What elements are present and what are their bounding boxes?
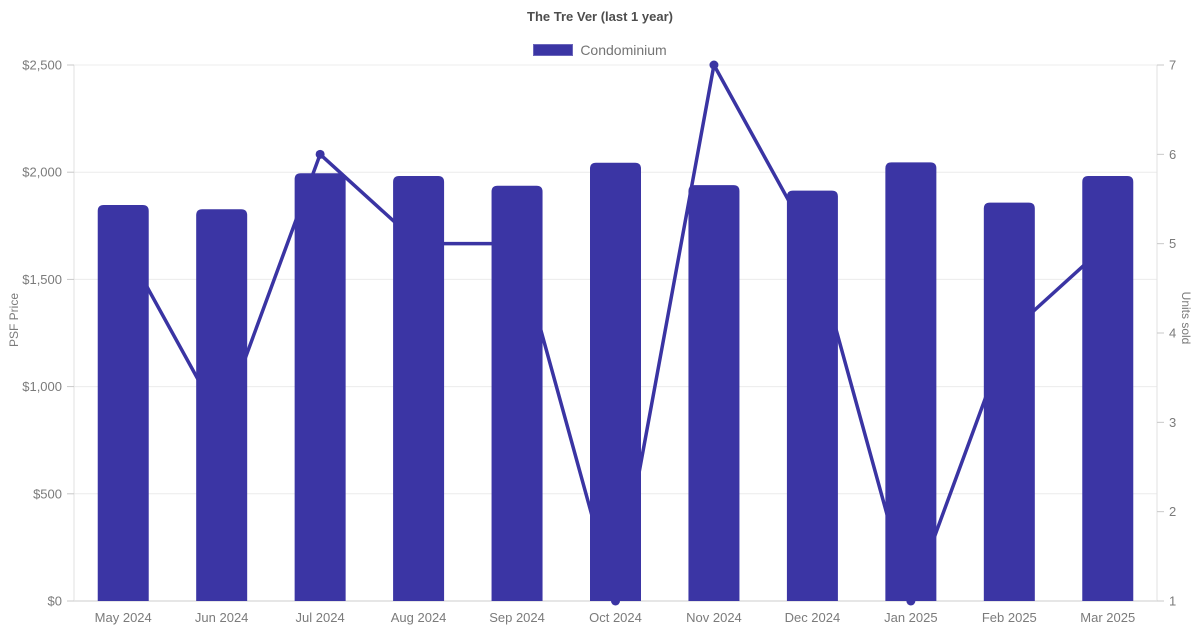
x-axis-tick-label: Dec 2024 bbox=[785, 610, 841, 625]
right-axis-tick-label: 1 bbox=[1169, 594, 1176, 609]
bar-nov-2024 bbox=[688, 185, 740, 601]
x-axis-tick-label: May 2024 bbox=[95, 610, 152, 625]
bar-sep-2024 bbox=[491, 185, 543, 601]
x-axis-tick-label: Jul 2024 bbox=[296, 610, 345, 625]
x-axis-tick-label: Mar 2025 bbox=[1080, 610, 1135, 625]
right-axis-tick-label: 4 bbox=[1169, 326, 1176, 341]
x-axis-tick-label: Nov 2024 bbox=[686, 610, 742, 625]
right-axis-tick-label: 7 bbox=[1169, 58, 1176, 73]
units-sold-point-nov-2024 bbox=[709, 60, 719, 70]
x-axis-tick-label: Feb 2025 bbox=[982, 610, 1037, 625]
left-axis-tick-label: $2,000 bbox=[22, 165, 62, 180]
x-axis-tick-label: Aug 2024 bbox=[391, 610, 447, 625]
left-axis-tick-label: $1,000 bbox=[22, 379, 62, 394]
right-axis-tick-label: 3 bbox=[1169, 415, 1176, 430]
bar-feb-2025 bbox=[983, 202, 1035, 601]
left-axis-tick-label: $2,500 bbox=[22, 58, 62, 73]
left-axis-tick-label: $1,500 bbox=[22, 272, 62, 287]
units-sold-point-jul-2024 bbox=[315, 149, 325, 159]
legend-swatch bbox=[533, 44, 574, 56]
left-axis-tick-label: $500 bbox=[33, 486, 62, 501]
right-axis-tick-label: 5 bbox=[1169, 236, 1176, 251]
right-axis-tick-label: 6 bbox=[1169, 147, 1176, 162]
legend-label: Condominium bbox=[580, 42, 667, 58]
x-axis-tick-label: Jan 2025 bbox=[884, 610, 938, 625]
bar-aug-2024 bbox=[393, 176, 445, 601]
bar-mar-2025 bbox=[1082, 176, 1134, 601]
bar-jan-2025 bbox=[885, 162, 937, 602]
left-axis-tick-label: $0 bbox=[48, 594, 62, 609]
bar-dec-2024 bbox=[786, 190, 838, 601]
chart-title: The Tre Ver (last 1 year) bbox=[527, 9, 673, 24]
x-axis-tick-label: Sep 2024 bbox=[489, 610, 545, 625]
right-axis-tick-label: 2 bbox=[1169, 504, 1176, 519]
bar-may-2024 bbox=[97, 205, 149, 601]
legend: Condominium bbox=[0, 42, 1200, 58]
x-axis-tick-label: Oct 2024 bbox=[589, 610, 642, 625]
bar-oct-2024 bbox=[590, 162, 641, 601]
bar-jul-2024 bbox=[294, 173, 346, 601]
x-axis-tick-label: Jun 2024 bbox=[195, 610, 249, 625]
bar-jun-2024 bbox=[196, 209, 248, 601]
